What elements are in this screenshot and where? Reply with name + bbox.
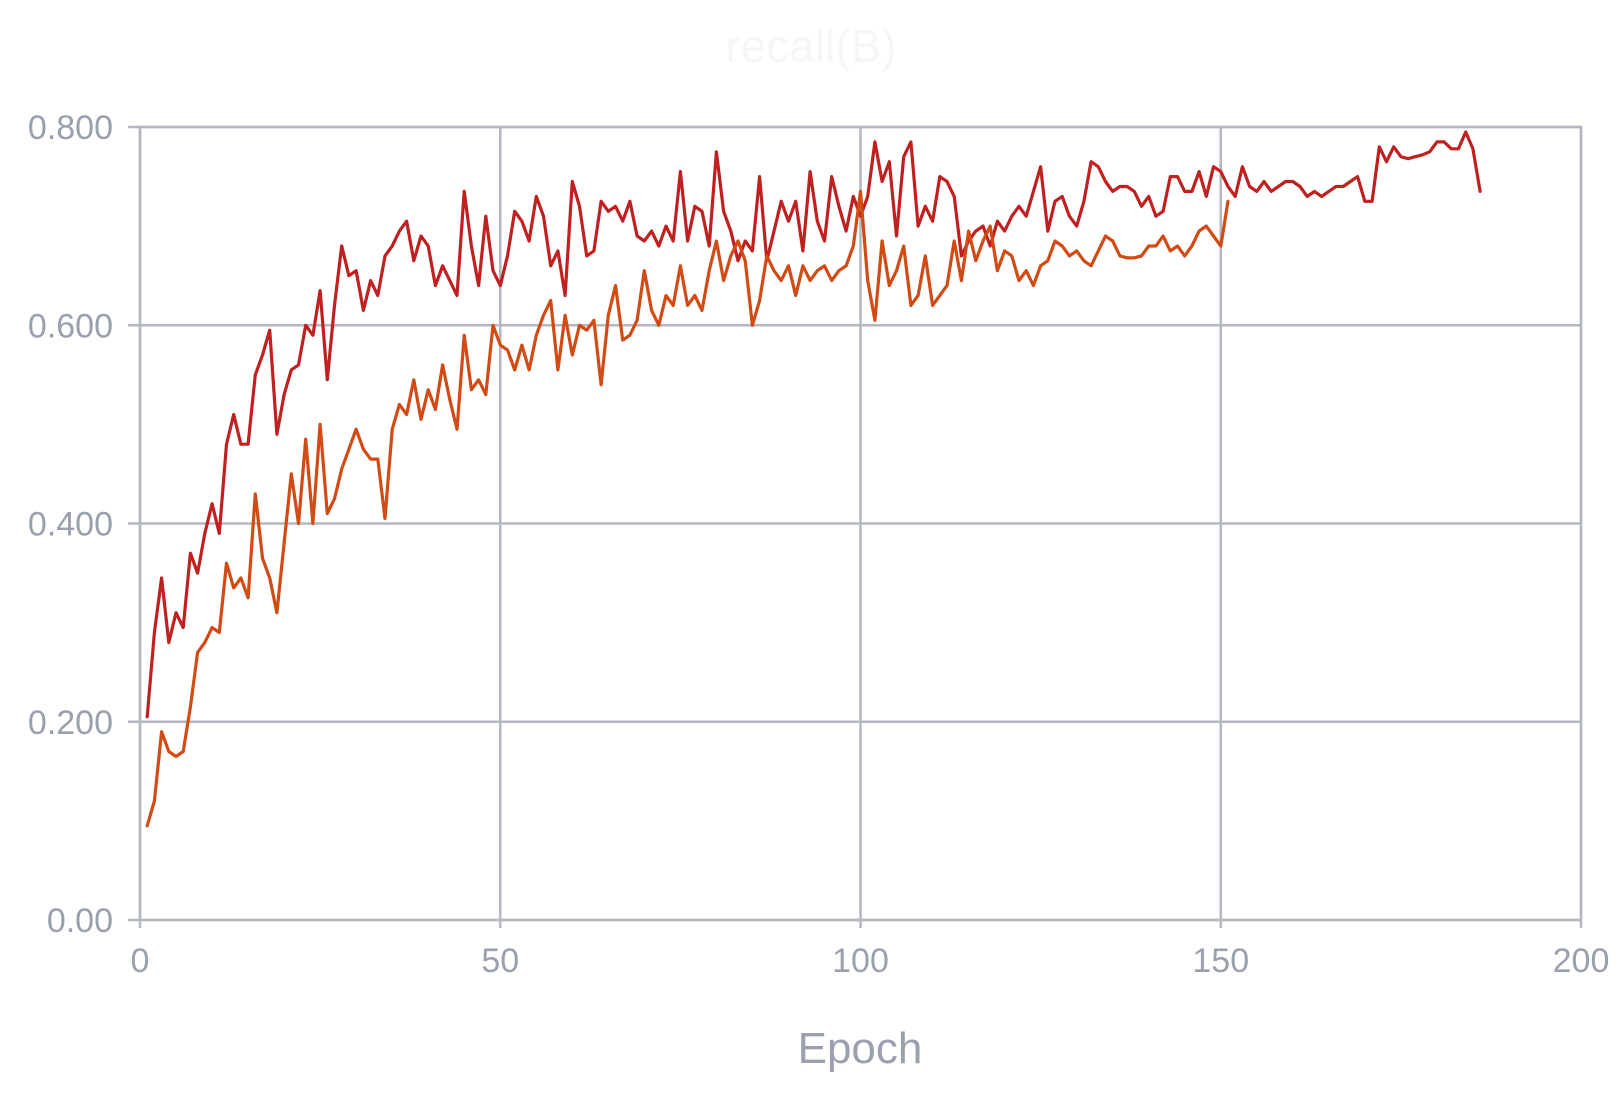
x-axis-title: Epoch bbox=[798, 1024, 923, 1073]
y-tick-label: 0.400 bbox=[28, 506, 113, 544]
x-tick-label: 200 bbox=[1553, 942, 1610, 980]
chart-title: recall(B) bbox=[725, 20, 896, 72]
x-tick-labels: 0 50 100 150 200 bbox=[131, 942, 1610, 980]
y-tick-label: 0.600 bbox=[28, 307, 113, 345]
x-tick-label: 50 bbox=[481, 942, 519, 980]
plot-frame bbox=[138, 125, 1583, 922]
x-gridlines bbox=[138, 127, 1583, 928]
x-tick-label: 0 bbox=[131, 942, 150, 980]
y-tick-label: 0.200 bbox=[28, 704, 113, 742]
y-tick-labels: 0.00 0.200 0.400 0.600 0.800 bbox=[28, 109, 113, 940]
series-2-line bbox=[145, 189, 1230, 828]
series-1-line bbox=[145, 130, 1482, 719]
x-tick-label: 150 bbox=[1192, 942, 1249, 980]
x-tick-label: 100 bbox=[832, 942, 889, 980]
series-lines bbox=[145, 130, 1482, 828]
y-tick-label: 0.00 bbox=[47, 902, 113, 940]
y-tick-label: 0.800 bbox=[28, 109, 113, 147]
